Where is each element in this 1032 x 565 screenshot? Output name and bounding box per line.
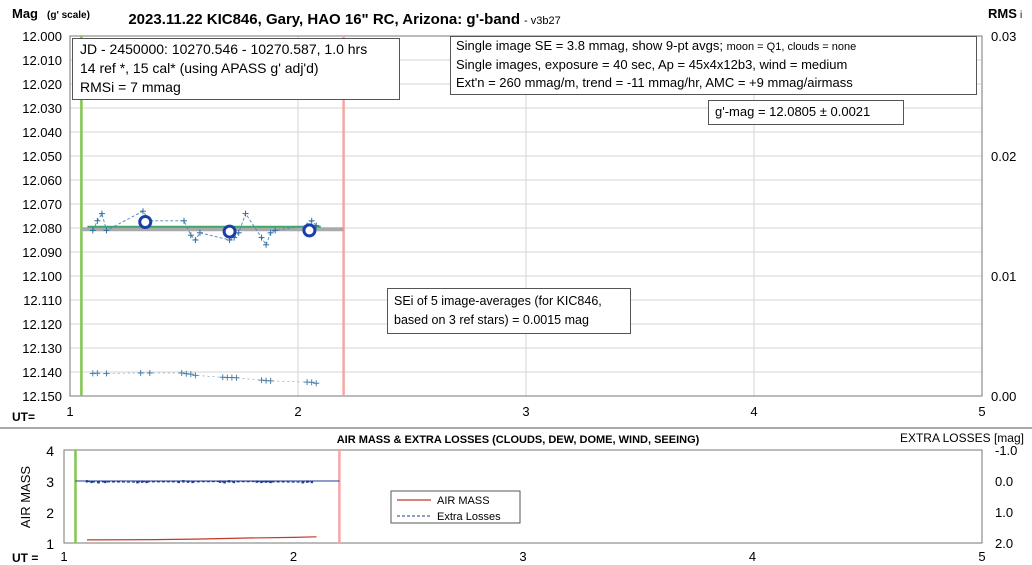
x-tick-label: 4: [750, 404, 757, 419]
extra-losses-point: [136, 481, 139, 484]
extra-losses-point: [182, 480, 185, 483]
x-tick-label: 3: [522, 404, 529, 419]
extra-losses-point: [301, 481, 304, 484]
lower-x-tick-label: 1: [60, 549, 67, 564]
mag-result-text: g'-mag = 12.0805 ± 0.0021: [715, 104, 871, 119]
conditions-line-se: Single image SE = 3.8 mmag, show 9-pt av…: [456, 38, 857, 53]
y-tick-label: 12.040: [22, 125, 62, 140]
lower-y-tick-label: 2: [46, 505, 54, 521]
lower-x-tick-label: 3: [519, 549, 526, 564]
extra-losses-point: [186, 480, 190, 483]
y-tick-label: 12.100: [22, 269, 62, 284]
extra-losses-point: [218, 480, 222, 483]
average-point: [302, 223, 317, 238]
extra-losses-point: [85, 480, 89, 483]
lower-y-tick-label: 1: [46, 536, 54, 552]
y2-tick-label: 0.01: [991, 269, 1016, 284]
chart-version: - v3b27: [524, 15, 561, 27]
extra-losses-point: [97, 481, 100, 484]
conditions-line-exposure: Single images, exposure = 40 sec, Ap = 4…: [456, 57, 848, 72]
extra-losses-point: [90, 480, 93, 484]
lower-y-tick-label: 3: [46, 474, 54, 490]
lower-y2-tick-label: 0.0: [995, 474, 1013, 489]
y-tick-label: 12.000: [22, 29, 62, 44]
extra-losses-point: [232, 480, 236, 484]
extra-losses-point: [177, 480, 180, 484]
extra-losses-point: [264, 480, 268, 483]
lower-x-axis-label: UT =: [12, 551, 38, 565]
lower-x-tick-label: 5: [978, 549, 985, 564]
y2-tick-label: 0.03: [991, 29, 1016, 44]
lower-chart-title: AIR MASS & EXTRA LOSSES (CLOUDS, DEW, DO…: [337, 434, 700, 446]
extra-losses-line: [86, 480, 312, 483]
y-tick-label: 12.050: [22, 149, 62, 164]
observation-info-box: JD - 2450000: 10270.546 - 10270.587, 1.0…: [72, 38, 400, 100]
average-point: [138, 215, 153, 229]
legend-air-mass-label: AIR MASS: [437, 495, 490, 507]
extra-losses-point: [104, 480, 107, 484]
sei-note-line-1: SEi of 5 image-averages (for KIC846,: [394, 294, 602, 308]
lower-y2-tick-label: 1.0: [995, 505, 1013, 520]
lower-y-tick-label: 4: [46, 443, 54, 459]
lower-y2-axis-label: EXTRA LOSSES [mag]: [900, 431, 1024, 445]
sei-note-box: SEi of 5 image-averages (for KIC846, bas…: [387, 288, 631, 334]
lower-plot-frame: [63, 449, 983, 544]
extra-losses-point: [306, 480, 309, 483]
extra-losses-point: [191, 480, 194, 484]
y-axis-sublabel: (g' scale): [47, 10, 90, 21]
y-tick-label: 12.110: [23, 293, 62, 308]
x-axis-label: UT=: [12, 410, 35, 424]
lower-y2-tick-label: 2.0: [995, 536, 1013, 551]
y-tick-label: 12.150: [22, 389, 62, 404]
conditions-line-extinction: Ext'n = 260 mmag/m, trend = -11 mmag/hr,…: [456, 75, 853, 90]
extra-losses-point: [228, 480, 231, 483]
y2-axis-label: RMS: [988, 6, 1017, 21]
y-tick-label: 12.020: [22, 77, 62, 92]
info-line-refs: 14 ref *, 15 cal* (using APASS g' adj'd): [80, 60, 319, 76]
y-tick-label: 12.090: [22, 245, 62, 260]
x-tick-label: 1: [66, 404, 73, 419]
extra-losses-point: [310, 480, 314, 484]
x-tick-label: 5: [978, 404, 985, 419]
info-line-jd: JD - 2450000: 10270.546 - 10270.587, 1.0…: [80, 41, 368, 57]
extra-losses-point: [223, 481, 226, 484]
y-tick-label: 12.140: [22, 365, 62, 380]
extra-losses-point: [140, 480, 144, 483]
lower-x-tick-label: 4: [749, 549, 756, 564]
info-line-rmsi: RMSi = 7 mmag: [80, 79, 181, 95]
average-point: [222, 224, 237, 239]
mag-result-box: g'-mag = 12.0805 ± 0.0021: [708, 100, 904, 125]
lower-y2-tick-label: -1.0: [995, 443, 1017, 458]
y2-tick-label: 0.02: [991, 149, 1016, 164]
chart-title: 2023.11.22 KIC846, Gary, HAO 16" RC, Ari…: [128, 11, 520, 28]
y2-tick-label: 0.00: [991, 389, 1016, 404]
sei-note-line-2: based on 3 ref stars) = 0.0015 mag: [394, 313, 589, 327]
lower-x-tick-label: 2: [290, 549, 297, 564]
lower-y-axis-label: AIR MASS: [18, 466, 33, 528]
lower-legend-box: [390, 490, 521, 524]
observation-conditions-box: Single image SE = 3.8 mmag, show 9-pt av…: [450, 36, 977, 95]
y-tick-label: 12.120: [22, 317, 62, 332]
legend-extra-losses-label: Extra Losses: [437, 511, 501, 523]
y-tick-label: 12.010: [22, 53, 62, 68]
y2-axis-sublabel: i: [1020, 10, 1022, 21]
y-tick-label: 12.030: [22, 101, 62, 116]
y-tick-label: 12.080: [22, 221, 62, 236]
y-tick-label: 12.130: [22, 341, 62, 356]
y-tick-label: 12.060: [22, 173, 62, 188]
x-tick-label: 2: [294, 404, 301, 419]
reference-star-trace: [92, 372, 317, 384]
air-mass-line: [86, 536, 317, 541]
y-axis-label: Mag: [12, 6, 38, 21]
y-tick-label: 12.070: [22, 197, 62, 212]
extra-losses-point: [260, 480, 263, 484]
extra-losses-point: [145, 480, 148, 484]
extra-losses-point: [255, 480, 258, 483]
extra-losses-point: [269, 480, 272, 484]
